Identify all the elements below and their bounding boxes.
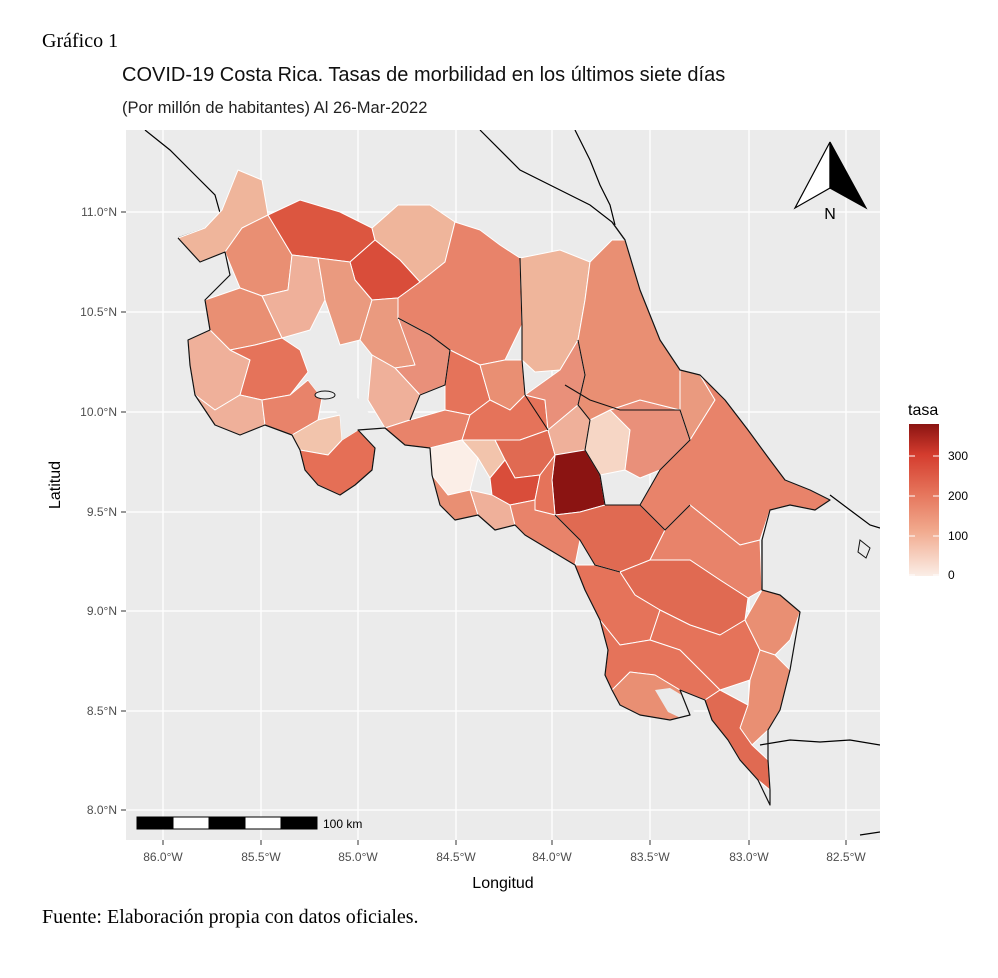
y-axis-label: Latitud bbox=[47, 461, 64, 509]
costa-rica-map bbox=[144, 130, 880, 836]
legend-tick-label: 200 bbox=[948, 489, 968, 503]
legend-ticks bbox=[909, 455, 939, 576]
legend-tick-label: 100 bbox=[948, 529, 968, 543]
x-tick-label: 86.0°W bbox=[143, 850, 183, 864]
x-tick-label: 85.5°W bbox=[241, 850, 281, 864]
y-tick-label: 10.5°N bbox=[80, 305, 117, 319]
island-chira bbox=[314, 390, 336, 400]
map-title: COVID-19 Costa Rica. Tasas de morbilidad… bbox=[122, 64, 726, 86]
island-caribbean-panama bbox=[857, 539, 871, 559]
y-tick-label: 9.0°N bbox=[87, 604, 117, 618]
x-tick-label: 84.0°W bbox=[532, 850, 572, 864]
legend-title: tasa bbox=[908, 402, 938, 419]
x-axis: 86.0°W 85.5°W 85.0°W 84.5°W 84.0°W 83.5°… bbox=[143, 840, 866, 864]
y-tick-label: 8.0°N bbox=[87, 803, 117, 817]
figure-label: Gráfico 1 bbox=[42, 30, 119, 52]
x-tick-label: 84.5°W bbox=[436, 850, 476, 864]
region-nicoya bbox=[229, 337, 309, 401]
north-arrow-label: N bbox=[824, 206, 836, 223]
x-tick-label: 83.0°W bbox=[729, 850, 769, 864]
scale-bar-label: 100 km bbox=[323, 817, 362, 831]
y-tick-label: 10.0°N bbox=[80, 405, 117, 419]
legend-colorbar bbox=[909, 424, 939, 576]
x-tick-label: 82.5°W bbox=[826, 850, 866, 864]
caribbean-coast-nicaragua bbox=[574, 130, 616, 226]
y-tick-label: 8.5°N bbox=[87, 704, 117, 718]
map-subtitle: (Por millón de habitantes) Al 26-Mar-202… bbox=[122, 99, 428, 117]
north-arrow-icon bbox=[793, 141, 868, 210]
x-axis-label: Longitud bbox=[472, 875, 533, 892]
golfo-dulce bbox=[655, 688, 695, 720]
coastline bbox=[177, 221, 831, 806]
source-note: Fuente: Elaboración propia con datos ofi… bbox=[42, 906, 419, 928]
scale-bar bbox=[136, 816, 318, 830]
y-tick-label: 11.0°N bbox=[81, 205, 117, 219]
x-tick-label: 85.0°W bbox=[338, 850, 378, 864]
panama-coast bbox=[759, 494, 880, 836]
legend-tick-label: 0 bbox=[948, 568, 955, 582]
x-tick-label: 83.5°W bbox=[630, 850, 670, 864]
y-tick-label: 9.5°N bbox=[87, 505, 117, 519]
legend-tick-label: 300 bbox=[948, 449, 968, 463]
y-axis: 11.0°N 10.5°N 10.0°N 9.5°N 9.0°N 8.5°N 8… bbox=[80, 205, 126, 817]
